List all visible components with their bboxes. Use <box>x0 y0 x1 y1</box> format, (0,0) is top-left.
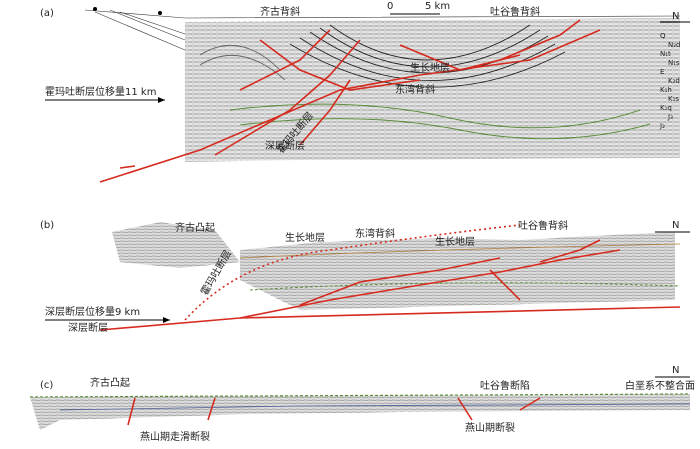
panel-c: (c) 齐古凸起 吐谷鲁断陷 白垩系不整合面 燕山期走滑断裂 燕山期断裂 N <box>29 365 695 443</box>
stratum-label: N₁t <box>660 50 671 58</box>
displacement-label: 深层断层位移量9 km <box>45 305 140 318</box>
stratum-label: K₁s <box>668 95 679 103</box>
scale-end: 5 km <box>425 1 450 12</box>
stratum-label: Q <box>660 32 666 40</box>
stratum-label: K₁h <box>660 86 672 94</box>
panel-a: (a) 0 5 km 齐古背斜 吐谷鲁背斜 生长地层 东湾背斜 <box>40 1 690 183</box>
panel-b: (b) 齐古凸起 生长地层 东湾背斜 生长地层 吐谷鲁背斜 霍玛吐断层 深层断层… <box>40 219 690 334</box>
stratum-label: J₃ <box>667 113 673 121</box>
faults <box>127 397 541 426</box>
uplift-block <box>112 222 240 268</box>
section-block <box>240 232 675 310</box>
stratum-label: N₁s <box>668 59 680 67</box>
anticline-label: 吐谷鲁背斜 <box>518 219 568 232</box>
horizon <box>239 243 681 259</box>
uplift-label: 齐古凸起 <box>175 221 215 234</box>
stratum-label: K₂d <box>668 77 680 85</box>
displacement-label: 霍玛吐断层位移量11 km <box>45 85 156 98</box>
growth-strata-label: 生长地层 <box>285 231 325 244</box>
fault-label: 燕山期走滑断裂 <box>140 430 210 443</box>
anticline-label: 齐古背斜 <box>260 5 300 18</box>
panel-label: (b) <box>40 220 54 231</box>
projection-lines <box>94 9 186 51</box>
unconformity-label: 白垩系不整合面 <box>625 379 695 392</box>
north-label: N <box>672 365 679 376</box>
anticline-label: 东湾背斜 <box>395 83 435 96</box>
section-strip <box>30 394 690 430</box>
scale-zero: 0 <box>387 1 393 12</box>
stratum-label: E <box>660 68 664 76</box>
fault-label: 燕山期断裂 <box>465 421 515 434</box>
anticline-label: 吐谷鲁背斜 <box>490 5 540 18</box>
growth-strata-label: 生长地层 <box>435 235 475 248</box>
north-label: N <box>672 220 679 231</box>
growth-strata-label: 生长地层 <box>410 61 450 74</box>
arrowhead <box>158 97 165 103</box>
stratum-label: J₂ <box>659 122 665 130</box>
panel-label: (c) <box>40 380 53 391</box>
arrowhead <box>163 317 170 323</box>
horizon <box>249 282 681 291</box>
unconformity <box>29 393 691 398</box>
stratum-label: K₁q <box>660 104 672 112</box>
faults <box>99 239 681 331</box>
stratum-label: N₂d <box>668 41 681 49</box>
well <box>158 11 162 15</box>
eroded-fault-trace <box>184 224 521 321</box>
seismic-section <box>185 18 680 162</box>
depression-label: 吐谷鲁断陷 <box>480 379 530 392</box>
well <box>93 7 97 11</box>
fault-label: 深层断层 <box>68 321 108 334</box>
green-horizons <box>229 103 651 140</box>
anticline-label: 东湾背斜 <box>355 227 395 240</box>
fault-label: 深层断层 <box>265 139 305 152</box>
horizon <box>59 403 691 411</box>
panel-label: (a) <box>40 8 54 19</box>
topography <box>84 9 681 19</box>
faults <box>99 19 601 183</box>
uplift-label: 齐古凸起 <box>90 376 130 389</box>
north-label: N <box>672 11 679 22</box>
